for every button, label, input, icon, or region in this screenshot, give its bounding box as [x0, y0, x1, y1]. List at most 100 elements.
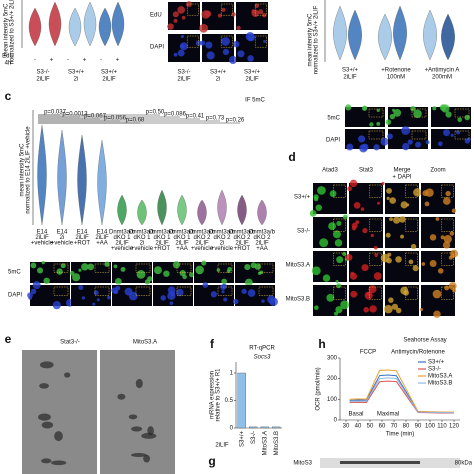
violin	[393, 5, 407, 61]
tag: RT-qPCR	[249, 346, 275, 352]
cell	[374, 253, 379, 258]
cell	[199, 23, 209, 33]
cell	[415, 141, 422, 148]
cell	[360, 207, 365, 211]
group-label: 2iLIF	[195, 241, 209, 247]
cell	[376, 121, 381, 126]
group-label: E14	[37, 230, 48, 236]
y-tick-label: 0.5	[225, 398, 234, 404]
cell	[368, 285, 377, 294]
group-label: +ROT	[154, 246, 171, 252]
column-label: + DAPI	[392, 175, 412, 181]
group-label: 2i	[216, 77, 221, 83]
cell	[177, 6, 185, 14]
cell	[319, 238, 329, 248]
cell	[247, 289, 256, 297]
cell	[41, 260, 45, 265]
group-label: dKO 1	[153, 235, 171, 241]
cell	[389, 217, 393, 222]
group-label: Dnmt3a/b	[249, 230, 276, 236]
violin	[48, 1, 62, 47]
organelle	[128, 414, 138, 420]
cell	[393, 109, 402, 117]
cell	[362, 228, 368, 234]
micrograph	[202, 34, 234, 62]
cell	[30, 262, 37, 269]
cell	[328, 222, 337, 231]
cell	[258, 9, 264, 15]
p-value: p=0.26	[226, 118, 245, 124]
zoom-box	[220, 3, 233, 16]
zoom-box	[441, 286, 454, 300]
column-label: Zoom	[430, 168, 445, 174]
y-axis-label: OCR (pmol/min)	[316, 367, 322, 410]
phase-label: Maximal	[377, 412, 399, 418]
zoom-box	[411, 108, 427, 118]
cell	[188, 272, 194, 278]
zoom-box	[135, 263, 151, 273]
cell	[407, 139, 413, 145]
violin	[97, 139, 107, 226]
group-label: dKO 2	[253, 235, 271, 241]
cell	[179, 269, 186, 277]
cell	[342, 214, 348, 220]
cell	[439, 104, 447, 111]
zoom-box	[441, 218, 454, 232]
cell	[435, 217, 440, 221]
organelle	[41, 421, 54, 429]
cell	[180, 34, 185, 39]
cell	[92, 302, 96, 306]
cell	[241, 288, 247, 294]
violin	[28, 7, 42, 47]
group-label: 2iLIF	[102, 77, 116, 83]
cell	[309, 209, 317, 217]
organelle	[130, 452, 147, 458]
cell	[254, 263, 262, 270]
p-value: p=0.067	[84, 114, 107, 120]
cell	[335, 279, 339, 283]
group-label: Dnmt3a/b	[109, 230, 136, 236]
organelle	[141, 432, 157, 439]
cell	[93, 290, 99, 296]
cell	[107, 295, 111, 300]
organelle	[39, 361, 54, 369]
cell	[223, 297, 228, 302]
micrograph	[71, 262, 111, 283]
violin	[237, 194, 247, 226]
cell	[386, 187, 392, 194]
zoom-box	[94, 286, 110, 296]
cell	[377, 201, 381, 205]
cell	[400, 201, 408, 209]
cell	[244, 278, 253, 287]
cell	[177, 49, 185, 57]
column-label: MitoS3.A	[133, 340, 157, 346]
group-label: Dnmt3a/b	[149, 230, 176, 236]
cell	[376, 108, 380, 112]
x-axis-label: Time (min)	[386, 432, 414, 438]
sign: -	[67, 58, 69, 64]
cell	[413, 109, 422, 119]
cell	[452, 288, 457, 293]
cell	[432, 289, 442, 299]
violin	[111, 1, 125, 47]
cell	[387, 133, 393, 140]
cell	[114, 290, 119, 294]
cell	[30, 288, 37, 295]
cell	[104, 261, 110, 267]
cell	[433, 310, 441, 318]
cell	[443, 234, 452, 244]
zoom-box	[217, 286, 233, 296]
cell	[36, 267, 44, 274]
x-tick-label: 50	[367, 424, 374, 430]
group-label: 100nM	[387, 75, 405, 81]
violin	[77, 134, 87, 226]
x-tick-label: 90	[415, 424, 422, 430]
panel-label: e	[5, 332, 12, 346]
sign: -	[34, 58, 36, 64]
group-label: +AA	[176, 246, 188, 252]
panel-label: f	[210, 337, 215, 351]
cell	[202, 282, 209, 288]
x-tick-label: MitoS3.A	[262, 431, 268, 455]
line-series	[349, 369, 455, 413]
cell	[336, 256, 344, 264]
